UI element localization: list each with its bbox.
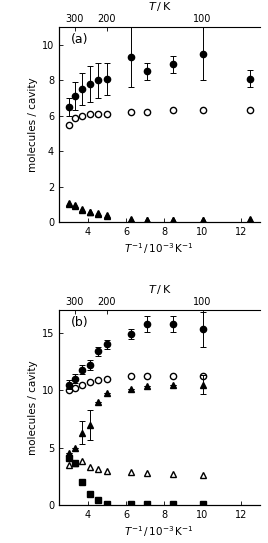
- X-axis label: $T\,/\,\mathrm{K}$: $T\,/\,\mathrm{K}$: [148, 0, 171, 13]
- X-axis label: $T^{-1}\,/\,10^{-3}\,\mathrm{K}^{-1}$: $T^{-1}\,/\,10^{-3}\,\mathrm{K}^{-1}$: [124, 524, 195, 539]
- X-axis label: $T^{-1}\,/\,10^{-3}\,\mathrm{K}^{-1}$: $T^{-1}\,/\,10^{-3}\,\mathrm{K}^{-1}$: [124, 241, 195, 256]
- Text: (a): (a): [71, 33, 88, 46]
- Y-axis label: molecules / cavity: molecules / cavity: [28, 360, 38, 455]
- X-axis label: $T\,/\,\mathrm{K}$: $T\,/\,\mathrm{K}$: [148, 283, 171, 296]
- Y-axis label: molecules / cavity: molecules / cavity: [28, 77, 38, 172]
- Text: (b): (b): [71, 316, 89, 329]
